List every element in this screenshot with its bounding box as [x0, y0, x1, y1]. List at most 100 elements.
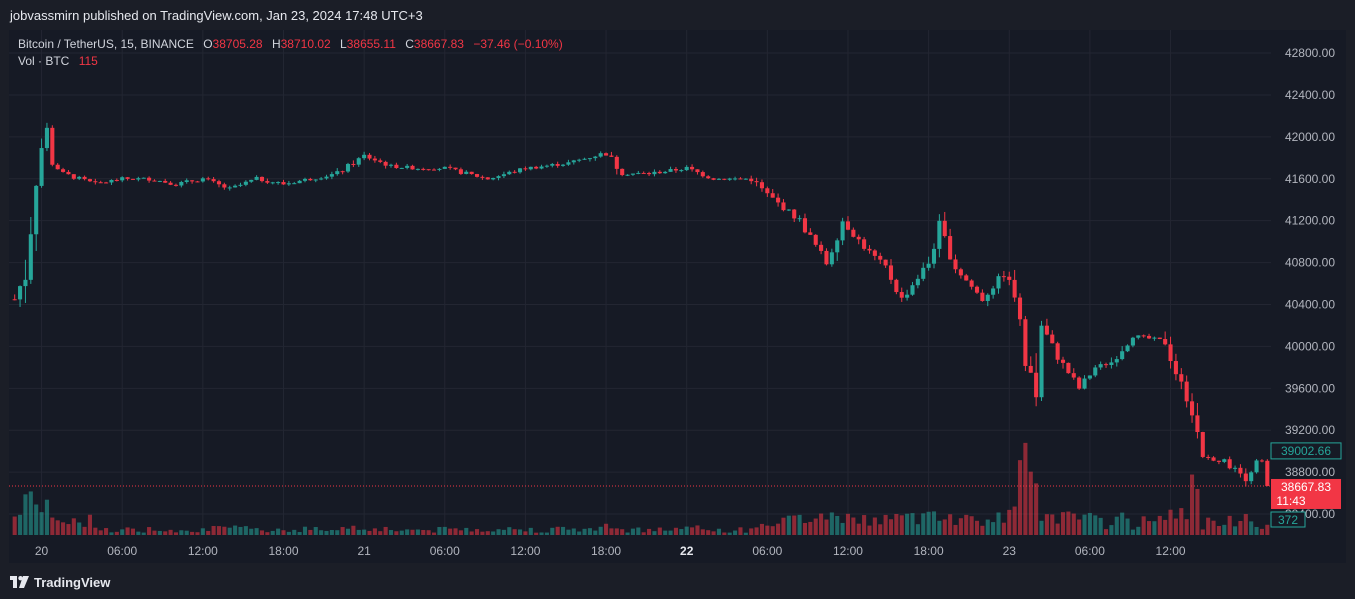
candle-body	[948, 236, 953, 260]
candle-body	[259, 176, 265, 182]
volume-label[interactable]: Vol · BTC	[18, 54, 70, 68]
x-axis-tick-label: 18:00	[268, 544, 298, 558]
volume-bar	[61, 522, 66, 535]
candle-body	[1152, 337, 1157, 339]
candle-body	[625, 174, 630, 176]
candle-body	[1243, 473, 1248, 482]
volume-bar	[824, 519, 829, 535]
volume-bar	[50, 517, 55, 535]
volume-bar	[931, 511, 937, 535]
candle-body	[829, 252, 834, 265]
volume-bar	[448, 528, 453, 535]
publisher-line: jobvassmirn published on TradingView.com…	[10, 8, 423, 23]
volume-bar	[356, 529, 361, 535]
volume-bar	[1017, 460, 1023, 535]
volume-bar	[1012, 506, 1017, 535]
volume-bar	[233, 525, 238, 535]
candle-body	[872, 250, 877, 256]
last-price-badge	[1271, 478, 1341, 509]
volume-bar	[706, 530, 711, 535]
symbol-label[interactable]: Bitcoin / TetherUS, 15, BINANCE	[18, 37, 194, 51]
candle-body	[1050, 334, 1055, 344]
volume-bar	[227, 527, 232, 535]
tradingview-logo[interactable]: TradingView	[10, 574, 110, 590]
volume-bar	[340, 527, 345, 535]
close-label: C	[405, 37, 414, 51]
volume-bar	[265, 532, 270, 535]
volume-bar	[528, 527, 533, 535]
candle-body	[888, 265, 894, 280]
candle-body	[523, 168, 528, 170]
y-axis-tick-label: 39200.00	[1285, 423, 1335, 437]
volume-bar	[216, 526, 222, 535]
volume-bar	[587, 528, 592, 535]
volume-bar	[93, 527, 98, 535]
candle-body	[722, 178, 727, 180]
volume-bar	[948, 514, 953, 535]
volume-bar	[431, 532, 437, 535]
volume-bar	[195, 532, 200, 535]
candle-body	[297, 180, 302, 184]
candle-body	[286, 183, 291, 185]
candle-body	[641, 172, 646, 174]
candle-body	[206, 178, 211, 180]
volume-bar	[985, 519, 990, 535]
chart-pane[interactable]: 42800.00 42400.00 42000.00 41600.00 41200.00…	[9, 30, 1346, 563]
candlestick-chart[interactable]: 42800.00 42400.00 42000.00 41600.00 41200.00…	[9, 30, 1346, 563]
candle-body	[345, 163, 351, 172]
volume-bar	[733, 530, 738, 535]
tradingview-logo-icon	[10, 576, 29, 588]
candle-body	[931, 248, 937, 264]
candle-body	[71, 174, 76, 179]
volume-bar	[211, 525, 216, 535]
candle-body	[254, 176, 259, 180]
candle-body	[1103, 364, 1109, 366]
candle-body	[867, 248, 872, 251]
volume-bar	[835, 515, 840, 535]
candle-body	[894, 279, 899, 293]
volume-bar	[71, 518, 76, 535]
volume-bar	[727, 532, 732, 535]
candle-body	[1007, 276, 1012, 280]
volume-bar	[792, 515, 797, 535]
volume-bar	[776, 523, 781, 535]
x-axis-tick-label: 12:00	[188, 544, 218, 558]
candle-body	[1216, 460, 1221, 462]
candle-body	[28, 234, 33, 280]
candle-body	[851, 229, 856, 237]
candle-body	[905, 294, 910, 298]
volume-bar	[394, 531, 399, 535]
volume-bar	[319, 530, 324, 535]
volume-bar	[1028, 471, 1033, 535]
candle-body	[512, 171, 517, 173]
candle-body	[1120, 351, 1125, 360]
candle-body	[1249, 472, 1254, 482]
candle-body	[34, 185, 39, 235]
volume-bar	[464, 527, 469, 535]
volume-bar	[749, 528, 754, 535]
volume-bar	[700, 529, 705, 535]
y-axis-tick-label: 40800.00	[1285, 256, 1335, 270]
candle-body	[1066, 362, 1071, 374]
candle-body	[695, 169, 700, 173]
candle-body	[233, 185, 238, 188]
candle-body	[781, 202, 786, 211]
candle-body	[410, 165, 415, 170]
candle-body	[464, 171, 469, 174]
candle-body	[469, 171, 474, 175]
volume-bar	[620, 529, 625, 535]
candle-body	[216, 181, 222, 185]
candle-body	[808, 232, 813, 235]
volume-bar	[1249, 521, 1254, 535]
candle-body	[991, 288, 996, 295]
candle-body	[1254, 460, 1259, 473]
candle-body	[749, 178, 754, 182]
volume-bar	[34, 504, 39, 535]
candle-body	[485, 177, 490, 180]
volume-bar	[157, 530, 162, 535]
candle-body	[453, 167, 458, 170]
y-axis-tick-label: 38800.00	[1285, 465, 1335, 479]
candle-body	[534, 166, 539, 169]
candle-body	[372, 158, 377, 161]
candle-body	[190, 180, 195, 182]
